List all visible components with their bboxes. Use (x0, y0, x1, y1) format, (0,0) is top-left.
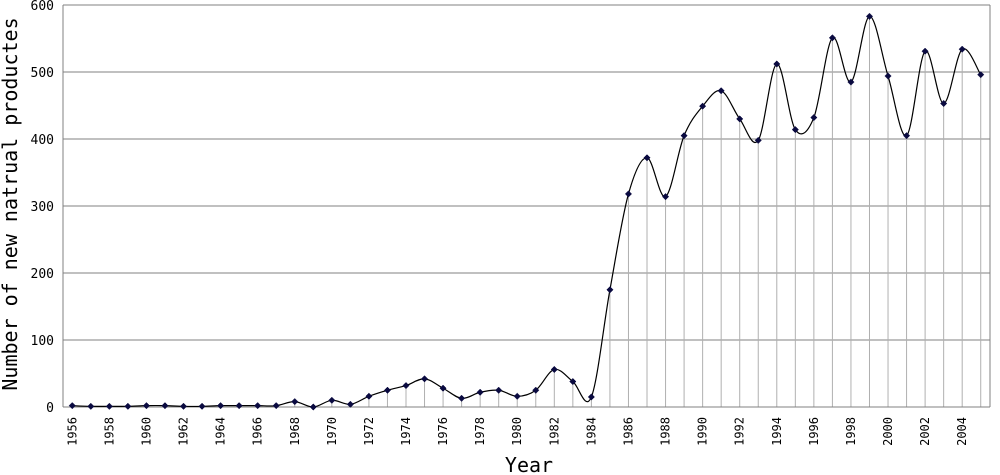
data-point (124, 402, 132, 410)
data-point (569, 377, 577, 386)
data-point (958, 45, 966, 53)
data-point (105, 402, 113, 410)
data-point (847, 78, 855, 86)
data-point (476, 388, 484, 396)
x-tick-label: 1992 (733, 417, 747, 446)
data-point (217, 402, 225, 410)
data-point (458, 394, 466, 402)
data-point (754, 136, 762, 144)
data-point (272, 402, 280, 410)
data-point (235, 402, 243, 410)
data-point (346, 400, 354, 408)
x-tick-label: 2004 (955, 417, 969, 446)
data-point (495, 386, 503, 394)
data-point (420, 375, 429, 383)
x-tick-label: 1960 (139, 417, 153, 446)
x-tick-label: 2002 (918, 417, 932, 446)
x-tick-label: 1990 (696, 417, 710, 446)
data-point (643, 154, 651, 162)
data-point (291, 398, 299, 406)
data-point (532, 386, 540, 394)
data-point (402, 382, 410, 390)
data-point (142, 402, 150, 410)
x-tick-label: 1978 (473, 417, 487, 446)
data-point (365, 392, 373, 400)
data-point (828, 34, 836, 42)
data-point (550, 365, 558, 374)
y-tick-label: 500 (31, 66, 54, 81)
drop-lines (71, 16, 982, 407)
data-point (921, 47, 929, 55)
y-axis-title: Number of new natrual productes (0, 17, 22, 390)
x-tick-label: 1974 (399, 417, 413, 446)
data-point (810, 114, 818, 122)
axes (62, 4, 991, 408)
x-tick-label: 1964 (214, 417, 228, 446)
data-point (940, 99, 948, 108)
x-tick-label: 1966 (251, 417, 265, 446)
data-point (680, 132, 688, 140)
x-tick-label: 1984 (584, 417, 598, 446)
data-point (309, 403, 317, 411)
data-point (624, 190, 633, 198)
x-tick-labels: 1956 1958 1960 1962 1964 1966 1968 1970 1972 1974… (65, 417, 969, 446)
y-tick-label: 400 (31, 133, 54, 148)
data-point (903, 132, 911, 140)
data-point (68, 402, 76, 410)
data-point (161, 402, 169, 410)
x-tick-label: 1980 (510, 417, 524, 446)
data-point (179, 402, 188, 410)
data-point (439, 384, 447, 392)
data-point (865, 12, 874, 20)
data-point (884, 72, 892, 80)
x-tick-label: 1988 (659, 417, 673, 446)
x-tick-label: 1994 (770, 417, 784, 446)
y-tick-label: 300 (31, 200, 54, 215)
x-tick-label: 1972 (362, 417, 376, 446)
data-point (699, 102, 707, 110)
x-tick-label: 1998 (844, 417, 858, 446)
x-tick-label: 1956 (65, 417, 79, 446)
data-point (587, 393, 595, 401)
x-tick-label: 1976 (436, 417, 450, 446)
data-markers (68, 12, 985, 411)
y-tick-label: 600 (31, 0, 54, 14)
data-point (513, 392, 521, 400)
y-tick-label: 0 (46, 401, 54, 416)
data-point (736, 115, 744, 123)
data-point (87, 402, 95, 410)
x-tick-label: 1968 (288, 417, 302, 446)
x-tick-label: 1962 (177, 417, 191, 446)
x-tick-label: 1986 (621, 417, 635, 446)
data-point (977, 71, 985, 79)
data-point (254, 402, 262, 410)
data-point (383, 386, 392, 394)
x-tick-label: 1958 (102, 417, 116, 446)
x-axis-title: Year (505, 453, 553, 475)
data-point (198, 402, 206, 410)
data-point (791, 126, 799, 134)
series-line (72, 15, 982, 408)
data-point (606, 286, 614, 294)
x-tick-label: 1982 (547, 417, 561, 446)
y-tick-labels: 0 100 200 300 400 500 600 (31, 0, 54, 416)
x-tick-label: 2000 (881, 417, 895, 446)
data-point (773, 60, 781, 68)
data-point (328, 396, 336, 404)
y-tick-label: 200 (31, 267, 54, 282)
data-point (717, 87, 725, 95)
x-tick-label: 1996 (807, 417, 821, 446)
y-tick-label: 100 (31, 334, 54, 349)
data-line (72, 15, 982, 408)
data-point (661, 193, 670, 201)
x-tick-label: 1970 (325, 417, 339, 446)
